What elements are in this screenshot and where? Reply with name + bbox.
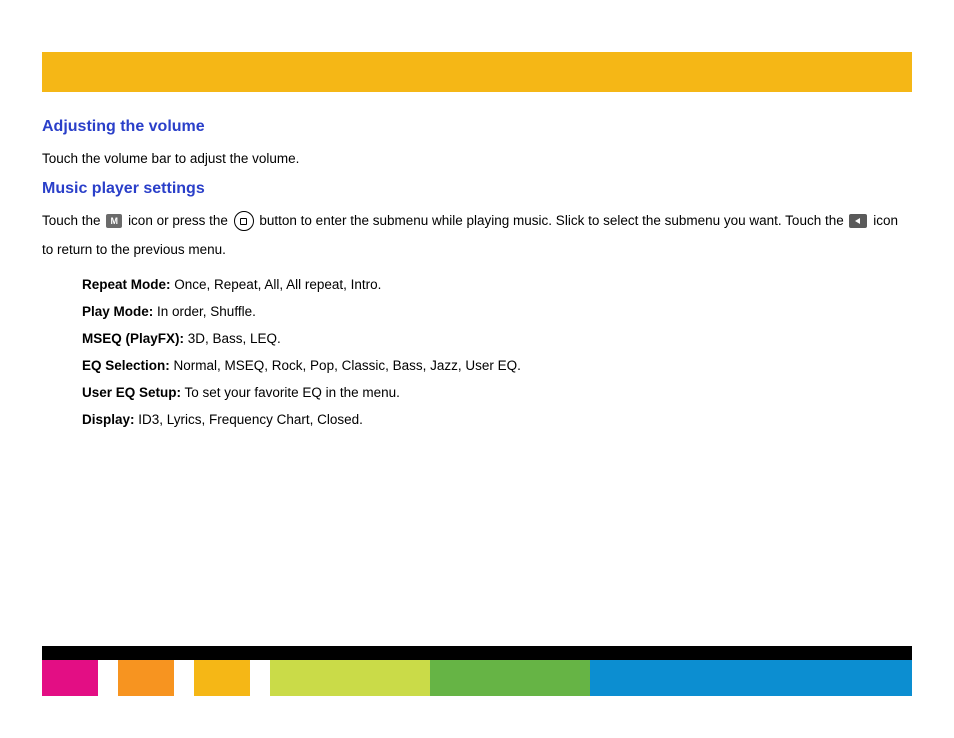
back-icon bbox=[849, 214, 867, 228]
section-text-volume: Touch the volume bar to adjust the volum… bbox=[42, 144, 912, 174]
list-item: EQ Selection: Normal, MSEQ, Rock, Pop, C… bbox=[82, 352, 912, 379]
setting-value: In order, Shuffle. bbox=[153, 304, 256, 319]
footer-gap bbox=[98, 660, 118, 696]
home-button-icon bbox=[234, 211, 254, 231]
settings-list: Repeat Mode: Once, Repeat, All, All repe… bbox=[82, 271, 912, 433]
footer-swatch-5 bbox=[430, 660, 590, 696]
page-content: Adjusting the volume Touch the volume ba… bbox=[42, 118, 912, 433]
home-button-inner-icon bbox=[240, 218, 247, 225]
back-arrow-icon bbox=[855, 218, 860, 224]
setting-label: Play Mode: bbox=[82, 304, 153, 319]
settings-text-part1: Touch the bbox=[42, 213, 104, 228]
footer-swatch-1 bbox=[42, 660, 98, 696]
settings-text-part2: icon or press the bbox=[128, 213, 232, 228]
setting-label: Repeat Mode: bbox=[82, 277, 171, 292]
setting-label: MSEQ (PlayFX): bbox=[82, 331, 184, 346]
footer-gap bbox=[174, 660, 194, 696]
section-heading-settings: Music player settings bbox=[42, 180, 912, 198]
setting-label: EQ Selection: bbox=[82, 358, 170, 373]
footer-swatch-6 bbox=[590, 660, 912, 696]
setting-value: 3D, Bass, LEQ. bbox=[184, 331, 281, 346]
setting-value: Once, Repeat, All, All repeat, Intro. bbox=[171, 277, 382, 292]
footer-swatch-4 bbox=[270, 660, 430, 696]
settings-text-part3: button to enter the submenu while playin… bbox=[259, 213, 847, 228]
section-text-settings: Touch the M icon or press the button to … bbox=[42, 206, 912, 265]
list-item: Repeat Mode: Once, Repeat, All, All repe… bbox=[82, 271, 912, 298]
list-item: User EQ Setup: To set your favorite EQ i… bbox=[82, 379, 912, 406]
setting-value: To set your favorite EQ in the menu. bbox=[181, 385, 400, 400]
footer-swatch-3 bbox=[194, 660, 250, 696]
list-item: Display: ID3, Lyrics, Frequency Chart, C… bbox=[82, 406, 912, 433]
setting-label: User EQ Setup: bbox=[82, 385, 181, 400]
header-bar bbox=[42, 52, 912, 92]
footer-black-strip bbox=[42, 646, 912, 660]
footer-bar bbox=[42, 646, 912, 696]
setting-label: Display: bbox=[82, 412, 135, 427]
footer-color-strip bbox=[42, 660, 912, 696]
menu-icon: M bbox=[106, 214, 122, 228]
list-item: MSEQ (PlayFX): 3D, Bass, LEQ. bbox=[82, 325, 912, 352]
list-item: Play Mode: In order, Shuffle. bbox=[82, 298, 912, 325]
footer-gap bbox=[250, 660, 270, 696]
setting-value: ID3, Lyrics, Frequency Chart, Closed. bbox=[135, 412, 363, 427]
setting-value: Normal, MSEQ, Rock, Pop, Classic, Bass, … bbox=[170, 358, 521, 373]
section-heading-volume: Adjusting the volume bbox=[42, 118, 912, 136]
footer-swatch-2 bbox=[118, 660, 174, 696]
